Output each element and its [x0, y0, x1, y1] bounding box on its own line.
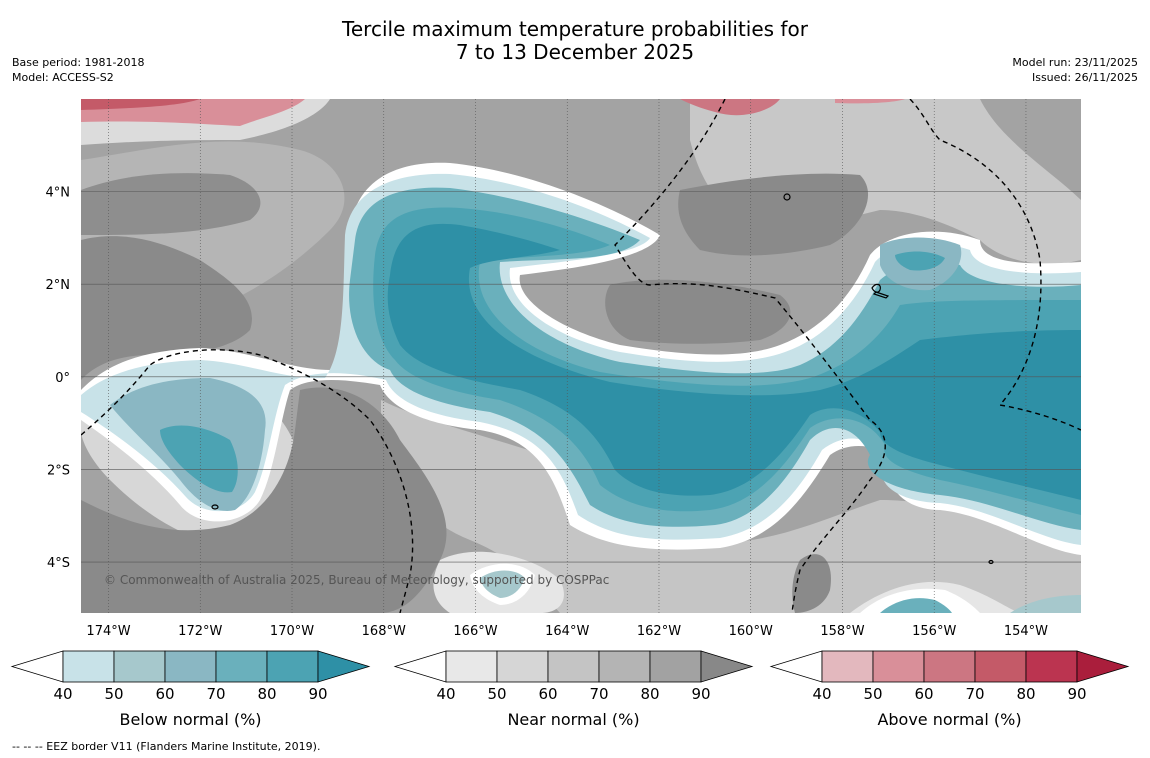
meta-right: Model run: 23/11/2025 Issued: 26/11/2025: [1012, 55, 1138, 85]
colorbar-segment: [113, 650, 166, 683]
x-tick-label: 162°W: [637, 624, 681, 639]
colorbar-segment: [649, 650, 702, 683]
colorbar-tick-label: 50: [487, 685, 506, 703]
near-normal-dark-regions: [81, 173, 869, 613]
colorbar-segment: [547, 650, 600, 683]
colorbar-above-normal: 40 50 60 70 80 90 Above normal (%): [769, 650, 1130, 729]
colorbar-tick-label: 40: [53, 685, 72, 703]
eez-borders: [81, 99, 1081, 613]
colorbar-tick-label: 60: [155, 685, 174, 703]
colorbar-label: Above normal (%): [877, 710, 1021, 729]
colorbar-extend-low: [769, 650, 823, 683]
colorbar-segment: [496, 650, 549, 683]
colorbar-tick-label: 40: [436, 685, 455, 703]
model-name: Model: ACCESS-S2: [12, 71, 114, 84]
title-line-2: 7 to 13 December 2025: [455, 40, 695, 64]
colorbar-tick-label: 80: [1016, 685, 1035, 703]
colorbar-segment: [164, 650, 217, 683]
eez-note: -- -- -- EEZ border V11 (Flanders Marine…: [12, 740, 321, 753]
colorbar-extend-high: [317, 650, 371, 683]
colorbar-segment: [1025, 650, 1078, 683]
y-tick-label: 4°S: [47, 556, 70, 571]
colorbar-tick-label: 70: [589, 685, 608, 703]
colorbar-label: Near normal (%): [507, 710, 639, 729]
colorbar-segment: [62, 650, 115, 683]
map-plot-area: [81, 99, 1081, 613]
y-tick-label: 0°: [55, 371, 70, 386]
colorbar-near-normal: 40 50 60 70 80 90 Near normal (%): [393, 650, 754, 729]
colorbar-tick-label: 90: [308, 685, 327, 703]
x-tick-label: 168°W: [362, 624, 406, 639]
x-tick-label: 158°W: [820, 624, 864, 639]
colorbar-tick-label: 80: [640, 685, 659, 703]
x-tick-label: 170°W: [270, 624, 314, 639]
colorbar-below-normal: 40 50 60 70 80 90 Below normal (%): [10, 650, 371, 729]
colorbar-segment: [821, 650, 874, 683]
title-line-1: Tercile maximum temperature probabilitie…: [342, 17, 808, 41]
model-run: Model run: 23/11/2025: [1012, 56, 1138, 69]
colorbar-tick-label: 70: [965, 685, 984, 703]
colorbar-segment: [872, 650, 925, 683]
y-tick-label: 2°S: [47, 463, 70, 478]
colorbar-tick-label: 80: [257, 685, 276, 703]
colorbar-segment: [598, 650, 651, 683]
colorbar-tick-label: 50: [104, 685, 123, 703]
copyright-text: © Commonwealth of Australia 2025, Bureau…: [104, 573, 609, 587]
colorbar-tick-label: 60: [538, 685, 557, 703]
colorbar-segment: [266, 650, 319, 683]
y-tick-label: 4°N: [46, 186, 71, 201]
colorbar-segment: [923, 650, 976, 683]
colorbar-tick-label: 90: [1067, 685, 1086, 703]
base-period: Base period: 1981-2018: [12, 56, 145, 69]
x-tick-label: 154°W: [1004, 624, 1048, 639]
colorbar-segment: [445, 650, 498, 683]
x-tick-label: 160°W: [729, 624, 773, 639]
above-normal-regions: [81, 99, 905, 126]
x-axis-ticks: 174°W 172°W 170°W 168°W 166°W 164°W 162°W 160°W…: [86, 624, 1048, 639]
colorbar-extend-high: [700, 650, 754, 683]
chart-title: Tercile maximum temperature probabilitie…: [0, 18, 1150, 64]
colorbar-extend-high: [1076, 650, 1130, 683]
colorbar-tick-label: 40: [812, 685, 831, 703]
x-tick-label: 166°W: [453, 624, 497, 639]
y-tick-label: 2°N: [46, 278, 71, 293]
colorbar-segment: [974, 650, 1027, 683]
issued-date: Issued: 26/11/2025: [1031, 71, 1138, 84]
islands: [211, 193, 994, 565]
colorbar-label: Below normal (%): [119, 710, 261, 729]
x-tick-label: 174°W: [86, 624, 130, 639]
graticule: [81, 99, 1081, 613]
x-tick-label: 164°W: [545, 624, 589, 639]
colorbar-extend-low: [10, 650, 64, 683]
colorbar-tick-label: 50: [863, 685, 882, 703]
meta-left: Base period: 1981-2018 Model: ACCESS-S2: [12, 55, 144, 85]
colorbar-tick-label: 70: [206, 685, 225, 703]
y-axis-ticks: 4°N 2°N 0° 2°S 4°S: [46, 186, 71, 571]
colorbar-extend-low: [393, 650, 447, 683]
colorbar-tick-label: 90: [691, 685, 710, 703]
x-tick-label: 156°W: [912, 624, 956, 639]
colorbar-segment: [215, 650, 268, 683]
below-normal-regions: [81, 162, 1081, 613]
x-tick-label: 172°W: [178, 624, 222, 639]
colorbar-tick-label: 60: [914, 685, 933, 703]
